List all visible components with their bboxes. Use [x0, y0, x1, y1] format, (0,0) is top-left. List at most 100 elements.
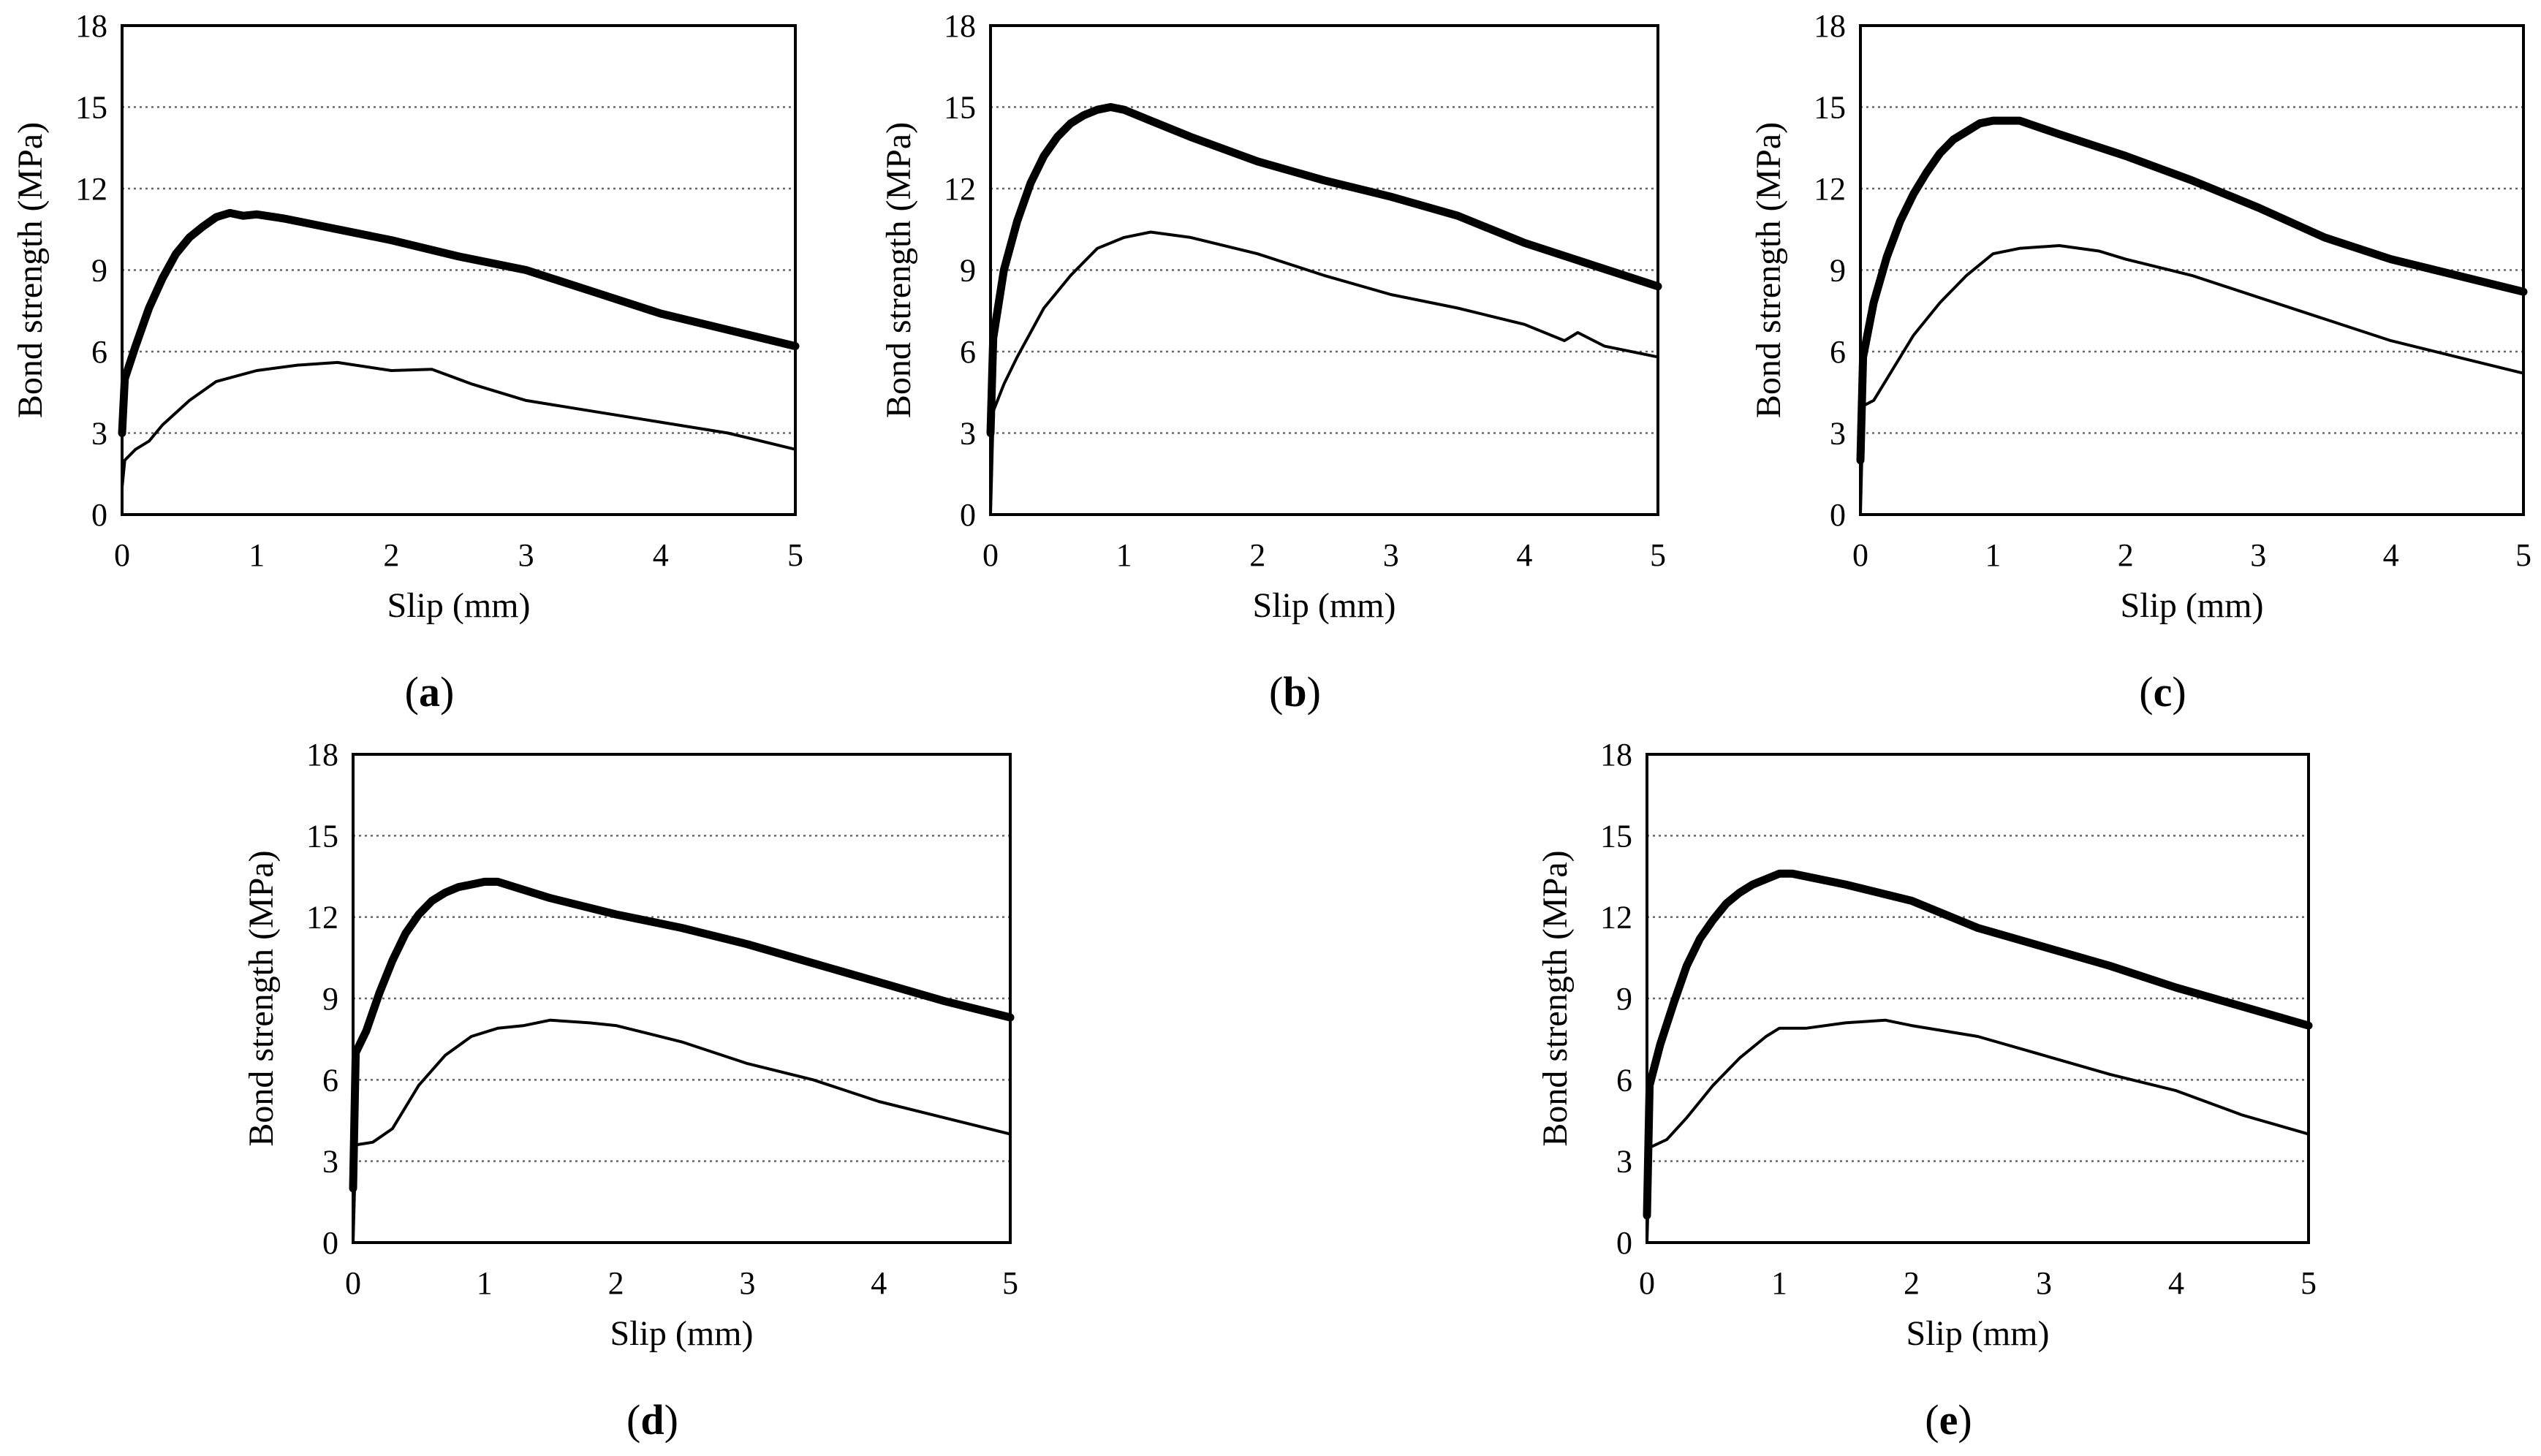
series-line-thin	[121, 360, 797, 489]
plot-frame	[1859, 24, 2525, 516]
series-line-thin	[1859, 244, 2525, 516]
x-axis-title: Slip (mm)	[1252, 586, 1396, 625]
y-tick-label: 15	[1600, 818, 1632, 854]
panel-caption: (a)	[405, 668, 455, 716]
x-tick-label: 5	[1650, 537, 1666, 573]
x-tick-label: 1	[1116, 537, 1132, 573]
y-tick-label: 18	[306, 737, 338, 773]
y-tick-label: 12	[1600, 900, 1632, 936]
y-tick-label: 3	[960, 416, 976, 452]
x-tick-label: 4	[653, 537, 669, 573]
series-line-thick	[1856, 116, 2528, 465]
plot-frame	[989, 24, 1659, 516]
y-tick-label: 3	[91, 416, 107, 452]
x-axis-title: Slip (mm)	[2120, 586, 2263, 625]
series-line-thick	[118, 208, 800, 437]
x-tick-label: 2	[1904, 1265, 1920, 1301]
x-tick-label: 0	[982, 537, 999, 573]
y-tick-label: 9	[322, 981, 338, 1017]
panel-caption: (e)	[1925, 1396, 1972, 1444]
y-axis-title: Bond strength (MPa)	[1749, 122, 1788, 418]
y-tick-label: 9	[1616, 981, 1632, 1017]
x-tick-label: 4	[871, 1265, 887, 1301]
x-tick-label: 2	[2118, 537, 2134, 573]
x-tick-label: 5	[1002, 1265, 1018, 1301]
y-tick-label: 18	[1600, 737, 1632, 773]
y-tick-label: 15	[944, 90, 976, 126]
panel-caption: (d)	[626, 1396, 678, 1444]
series-line-thick	[349, 877, 1015, 1193]
y-tick-label: 12	[944, 171, 976, 207]
plot-frame	[1646, 753, 2310, 1244]
plot-frame	[352, 753, 1012, 1244]
x-axis-title: Slip (mm)	[387, 586, 530, 625]
x-tick-label: 0	[1852, 537, 1868, 573]
y-axis-title: Bond strength (MPa)	[1536, 850, 1575, 1146]
y-tick-label: 12	[306, 900, 338, 936]
y-tick-label: 9	[960, 253, 976, 289]
x-tick-label: 3	[518, 537, 534, 573]
x-tick-label: 3	[1383, 537, 1399, 573]
panel-caption: (b)	[1269, 668, 1321, 716]
x-tick-label: 1	[1771, 1265, 1787, 1301]
y-tick-label: 0	[322, 1225, 338, 1261]
y-tick-label: 0	[91, 497, 107, 533]
y-tick-label: 0	[1616, 1225, 1632, 1261]
x-tick-label: 5	[2300, 1265, 2317, 1301]
x-tick-label: 5	[787, 537, 803, 573]
series-line-thick	[1643, 869, 2313, 1220]
y-tick-label: 9	[91, 253, 107, 289]
x-tick-label: 4	[2168, 1265, 2184, 1301]
x-tick-label: 2	[1249, 537, 1265, 573]
y-tick-label: 18	[1814, 8, 1846, 44]
panel-caption: (c)	[2139, 668, 2186, 716]
series-line-thick	[986, 103, 1662, 437]
x-tick-label: 4	[1516, 537, 1532, 573]
y-axis-title: Bond strength (MPa)	[11, 122, 50, 418]
y-tick-label: 3	[1830, 416, 1846, 452]
y-tick-label: 6	[322, 1062, 338, 1098]
y-tick-label: 6	[1830, 334, 1846, 370]
y-tick-label: 15	[306, 818, 338, 854]
x-tick-label: 2	[383, 537, 399, 573]
y-tick-label: 3	[1616, 1144, 1632, 1180]
y-tick-label: 6	[1616, 1062, 1632, 1098]
y-tick-label: 6	[91, 334, 107, 370]
x-axis-title: Slip (mm)	[1906, 1314, 2049, 1353]
plot-frame	[121, 24, 797, 516]
x-tick-label: 0	[1639, 1265, 1655, 1301]
x-tick-label: 2	[608, 1265, 624, 1301]
x-tick-label: 1	[477, 1265, 493, 1301]
x-tick-label: 0	[345, 1265, 361, 1301]
x-tick-label: 1	[249, 537, 265, 573]
y-tick-label: 12	[1814, 171, 1846, 207]
x-tick-label: 1	[1985, 537, 2001, 573]
series-line-thin	[989, 230, 1659, 516]
x-axis-title: Slip (mm)	[610, 1314, 753, 1353]
y-tick-label: 12	[75, 171, 107, 207]
y-axis-title: Bond strength (MPa)	[879, 122, 918, 418]
y-axis-title: Bond strength (MPa)	[242, 850, 281, 1146]
y-tick-label: 15	[75, 90, 107, 126]
x-tick-label: 0	[114, 537, 130, 573]
y-tick-label: 18	[75, 8, 107, 44]
x-tick-label: 3	[739, 1265, 755, 1301]
y-tick-label: 15	[1814, 90, 1846, 126]
y-tick-label: 9	[1830, 253, 1846, 289]
x-tick-label: 4	[2383, 537, 2399, 573]
y-tick-label: 3	[322, 1144, 338, 1180]
x-tick-label: 3	[2250, 537, 2266, 573]
y-tick-label: 0	[960, 497, 976, 533]
series-line-thin	[352, 1018, 1012, 1244]
series-line-thin	[1646, 1018, 2310, 1244]
x-tick-label: 5	[2515, 537, 2531, 573]
x-tick-label: 3	[2036, 1265, 2052, 1301]
y-tick-label: 18	[944, 8, 976, 44]
y-tick-label: 0	[1830, 497, 1846, 533]
